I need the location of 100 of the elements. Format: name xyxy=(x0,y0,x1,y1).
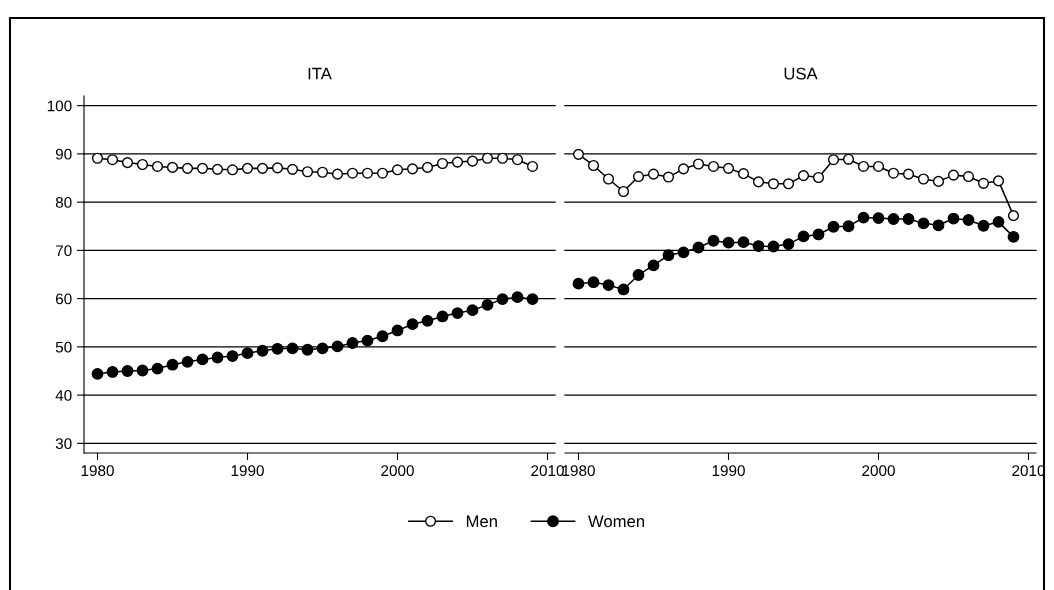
point xyxy=(842,220,855,233)
point xyxy=(346,337,359,349)
point xyxy=(331,340,344,353)
point xyxy=(106,366,119,378)
point xyxy=(526,293,539,306)
y-tick-label: 90 xyxy=(55,148,72,160)
point xyxy=(1007,230,1020,243)
point xyxy=(286,163,299,175)
point xyxy=(421,314,434,327)
point xyxy=(181,162,194,174)
point xyxy=(256,162,269,174)
chart-title: USA xyxy=(784,67,818,80)
point xyxy=(91,152,104,164)
point xyxy=(271,342,284,355)
point xyxy=(632,171,645,183)
point xyxy=(91,367,104,380)
point xyxy=(767,240,780,253)
point xyxy=(1007,210,1020,222)
point xyxy=(827,154,840,166)
point xyxy=(572,277,585,290)
point xyxy=(857,211,870,224)
point xyxy=(782,178,795,190)
point xyxy=(737,236,750,249)
chart-title: ITA xyxy=(308,67,332,80)
point xyxy=(722,162,735,174)
point xyxy=(166,161,179,173)
point xyxy=(346,167,359,179)
point xyxy=(887,167,900,179)
point xyxy=(361,167,374,179)
point xyxy=(797,170,810,182)
point xyxy=(587,276,600,289)
point xyxy=(406,318,419,331)
point xyxy=(917,217,930,230)
point xyxy=(391,164,404,176)
point xyxy=(436,157,449,170)
point xyxy=(451,156,464,168)
point xyxy=(526,160,539,172)
point xyxy=(301,343,314,356)
point xyxy=(271,162,284,174)
point xyxy=(887,213,900,225)
point xyxy=(481,152,494,164)
y-tick-label: 40 xyxy=(55,389,72,401)
point xyxy=(196,353,209,366)
point xyxy=(151,362,164,375)
legend-label: Women xyxy=(588,515,645,528)
point xyxy=(782,238,795,251)
point xyxy=(932,175,945,187)
point xyxy=(496,152,509,164)
point xyxy=(511,291,524,304)
point xyxy=(376,330,389,343)
point xyxy=(662,171,675,183)
point xyxy=(872,160,885,172)
point xyxy=(166,358,179,371)
point xyxy=(917,173,930,185)
point xyxy=(572,148,585,160)
x-tick-label: 2000 xyxy=(862,465,895,477)
point xyxy=(226,350,239,362)
point xyxy=(451,307,464,319)
y-tick-label: 50 xyxy=(55,341,72,353)
point xyxy=(106,154,119,166)
x-tick-label: 2000 xyxy=(381,465,414,477)
point xyxy=(256,344,269,357)
y-tick-label: 30 xyxy=(55,438,72,450)
point xyxy=(151,160,164,172)
point xyxy=(932,219,945,232)
point xyxy=(752,240,765,252)
point xyxy=(466,155,479,167)
point xyxy=(722,236,735,249)
point xyxy=(647,259,660,272)
point xyxy=(977,177,990,189)
point xyxy=(842,153,855,165)
point xyxy=(977,219,990,232)
point xyxy=(196,162,209,174)
point xyxy=(617,283,630,296)
point xyxy=(241,347,254,360)
point xyxy=(947,169,960,181)
point xyxy=(316,166,329,178)
point xyxy=(587,159,600,172)
point xyxy=(692,158,705,170)
x-tick-label: 1980 xyxy=(562,465,595,477)
point xyxy=(992,175,1005,187)
point xyxy=(301,166,314,178)
point xyxy=(391,324,404,337)
point xyxy=(962,171,975,183)
point xyxy=(226,164,239,176)
point xyxy=(857,160,870,172)
point xyxy=(136,364,149,377)
point xyxy=(617,185,630,198)
point xyxy=(602,279,615,292)
point xyxy=(136,158,149,171)
point xyxy=(827,220,840,233)
point xyxy=(707,234,720,247)
point xyxy=(361,334,374,347)
point xyxy=(181,355,194,368)
x-tick-label: 1990 xyxy=(712,465,745,477)
point xyxy=(677,246,690,259)
point xyxy=(677,163,690,175)
point xyxy=(241,162,254,174)
point xyxy=(481,298,494,311)
point xyxy=(632,269,645,281)
